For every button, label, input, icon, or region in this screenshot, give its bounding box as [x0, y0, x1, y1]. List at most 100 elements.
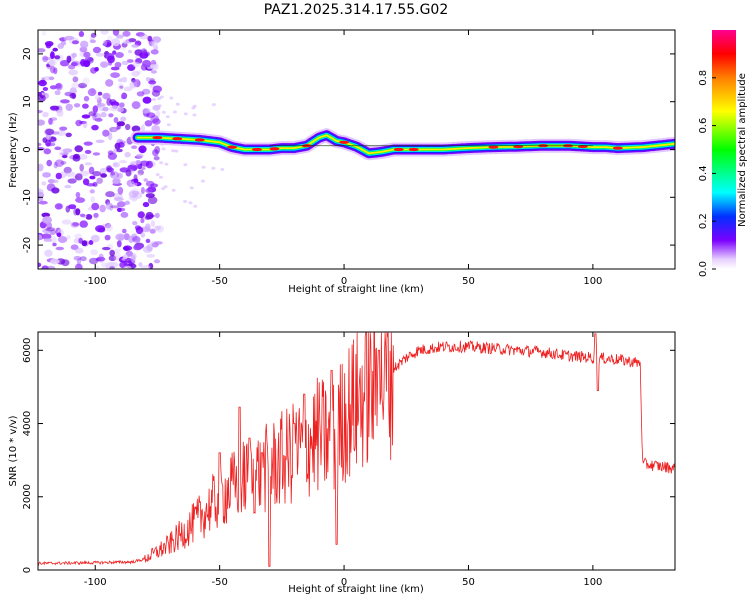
noise-speckle — [123, 265, 132, 269]
noise-speckle — [132, 61, 141, 68]
snr-x-ticks: -100 -50 0 50 100 — [84, 332, 602, 588]
noise-speckle — [88, 257, 99, 265]
noise-speckle — [53, 162, 58, 169]
noise-speckle — [116, 125, 121, 130]
noise-speckle — [128, 49, 132, 54]
y-tick-label: -20 — [22, 237, 33, 253]
noise-speckle — [146, 254, 156, 258]
x-tick-label: -50 — [211, 276, 227, 287]
y-tick-label: -10 — [22, 189, 33, 205]
x-tick-label: 0 — [341, 276, 347, 287]
snr-frame — [37, 331, 676, 571]
noise-speckle — [106, 167, 114, 173]
noise-speckle — [59, 60, 70, 67]
faint-speckle — [211, 103, 216, 107]
noise-speckle — [90, 249, 98, 256]
colorbar: 0.0 0.2 0.4 0.6 0.8 Normalized spectral ampl… — [698, 30, 748, 277]
noise-speckle — [131, 125, 141, 133]
noise-speckle — [140, 217, 145, 224]
noise-speckle — [105, 223, 112, 229]
spectrogram-y-ticks: -20 -10 0 10 20 — [22, 48, 675, 253]
noise-speckle — [125, 123, 131, 131]
noise-speckle — [57, 236, 68, 243]
noise-speckle — [67, 178, 77, 184]
noise-speckle — [125, 38, 132, 44]
noise-speckle — [120, 211, 129, 218]
noise-speckle — [49, 59, 56, 66]
faint-speckle — [172, 110, 177, 114]
noise-speckle — [41, 233, 52, 240]
noise-speckle — [52, 47, 58, 52]
noise-speckle — [145, 180, 155, 187]
noise-speckle — [83, 60, 91, 68]
noise-speckle — [122, 39, 128, 45]
noise-speckle — [96, 256, 106, 262]
noise-speckle — [50, 106, 60, 112]
noise-speckle — [124, 151, 131, 158]
noise-speckle — [107, 152, 117, 160]
faint-speckle — [152, 98, 156, 101]
noise-speckle — [65, 171, 76, 178]
faint-speckle — [183, 112, 188, 116]
noise-speckle — [70, 221, 80, 228]
noise-speckle — [102, 92, 111, 100]
ridge-peak — [227, 145, 238, 149]
noise-speckle — [82, 103, 89, 109]
noise-speckle — [100, 112, 107, 118]
noise-speckle — [38, 163, 44, 172]
noise-speckle — [82, 77, 90, 85]
noise-speckle — [107, 55, 115, 64]
noise-speckle — [75, 208, 81, 216]
noise-speckle — [49, 85, 58, 90]
noise-speckle — [153, 259, 161, 264]
noise-speckle — [54, 146, 62, 151]
noise-speckle — [137, 169, 144, 176]
noise-speckle — [76, 257, 81, 266]
noise-speckle — [100, 62, 108, 68]
faint-speckle — [159, 175, 163, 179]
noise-speckle — [105, 202, 113, 210]
noise-speckle — [93, 217, 98, 221]
colorbar-tick-label: 0.0 — [698, 261, 709, 277]
noise-speckle — [118, 160, 127, 164]
noise-speckle — [48, 179, 59, 184]
noise-speckle — [41, 181, 47, 186]
noise-speckle — [80, 40, 89, 49]
noise-speckle — [42, 112, 49, 118]
noise-speckle — [116, 240, 122, 248]
noise-speckle — [69, 92, 77, 99]
noise-speckle — [81, 114, 91, 119]
ridge-peak — [408, 147, 419, 152]
noise-speckle — [150, 59, 157, 66]
colorbar-tick-label: 0.4 — [698, 165, 709, 181]
spectrogram-marks — [38, 30, 675, 269]
faint-speckle — [159, 161, 164, 165]
spectrogram-y-label: Frequency (Hz) — [8, 112, 19, 188]
noise-speckle — [66, 234, 71, 240]
faint-speckle — [155, 173, 160, 177]
noise-speckle — [132, 221, 138, 226]
faint-speckle — [201, 165, 206, 169]
noise-speckle — [115, 233, 126, 241]
noise-speckle — [50, 51, 55, 60]
noise-speckle — [57, 43, 64, 49]
noise-speckle — [102, 129, 110, 137]
noise-speckle — [150, 64, 157, 69]
noise-speckle — [79, 120, 87, 125]
noise-speckle — [61, 154, 68, 159]
noise-speckle — [89, 189, 95, 194]
noise-speckle — [128, 38, 137, 43]
noise-speckle — [65, 103, 73, 112]
noise-speckle — [154, 146, 161, 154]
noise-speckle — [117, 107, 124, 113]
noise-speckle — [92, 171, 102, 177]
noise-speckle — [106, 165, 113, 173]
noise-speckle — [95, 94, 100, 101]
faint-speckle — [192, 104, 197, 108]
noise-speckle — [93, 212, 99, 218]
noise-speckle — [111, 128, 117, 133]
ridge-peak — [612, 146, 623, 150]
noise-speckle — [122, 245, 133, 251]
noise-speckle — [137, 211, 145, 219]
noise-speckle — [74, 247, 84, 254]
